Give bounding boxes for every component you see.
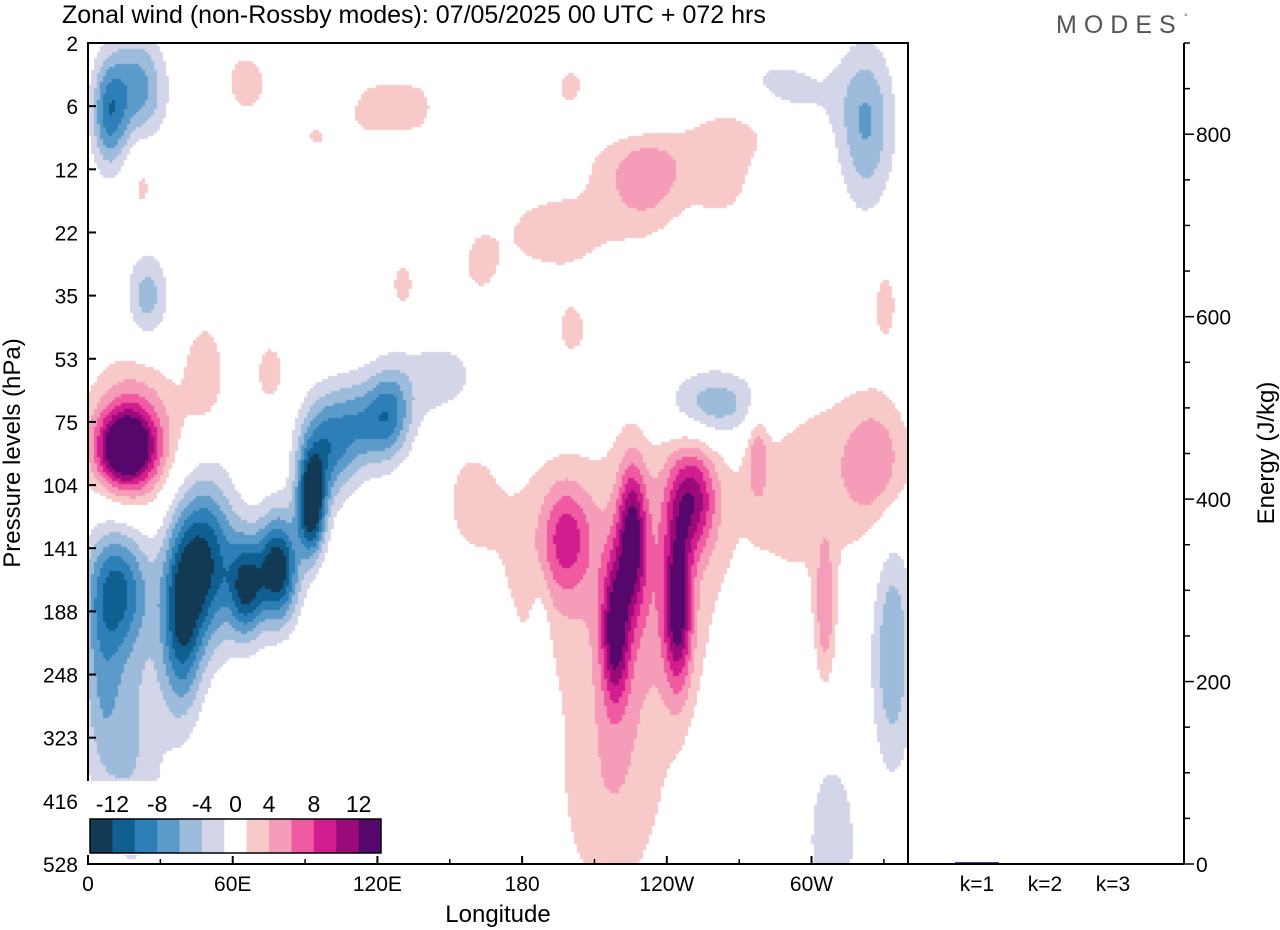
colorbar-label: -12 — [96, 791, 129, 817]
brand-mark: ° — [1184, 12, 1188, 22]
colorbar-swatch — [179, 819, 203, 853]
energy-tick-label: 200 — [1196, 672, 1231, 695]
heatmap-canvas-holder — [88, 43, 908, 864]
brand-logo: MODES — [1056, 11, 1183, 39]
colorbar-swatch — [112, 819, 136, 853]
energy-axis-label: Energy (J/kg) — [1253, 382, 1280, 525]
colorbar-swatch — [134, 819, 158, 853]
colorbar: -12 -8 -4 0 4 8 12 — [86, 781, 385, 855]
x-tick-label: 120E — [353, 873, 402, 896]
energy-category-label: k=2 — [1028, 873, 1062, 896]
energy-tick-label: 600 — [1196, 307, 1231, 330]
x-tick-label: 120W — [639, 873, 694, 896]
colorbar-label: 12 — [346, 791, 372, 817]
colorbar-swatch — [224, 819, 248, 853]
y-tick-label: 35 — [55, 286, 78, 309]
y-tick-label: 188 — [43, 601, 78, 624]
energy-tick-label: 400 — [1196, 489, 1231, 512]
colorbar-label: 0 — [229, 791, 242, 817]
heatmap-frame — [87, 42, 909, 865]
energy-plot: k=1 k=2 k=3 0 200 400 600 800 Energy (J/kg) — [908, 42, 1280, 896]
energy-bars: k=1 k=2 k=3 — [955, 862, 1135, 896]
colorbar-label: -8 — [147, 791, 167, 817]
y-tick-label: 141 — [43, 538, 78, 561]
colorbar-swatch — [201, 819, 225, 853]
y-tick-label: 248 — [43, 665, 78, 688]
x-tick-label: 180 — [505, 873, 540, 896]
y-tick-label: 6 — [66, 96, 78, 119]
colorbar-swatch — [269, 819, 292, 853]
colorbar-swatch — [291, 819, 315, 853]
y-axis-label: Pressure levels (hPa) — [0, 338, 26, 567]
chart-title: Zonal wind (non-Rossby modes): 07/05/202… — [62, 1, 766, 29]
colorbar-swatch — [358, 819, 382, 853]
colorbar-label: 8 — [307, 791, 320, 817]
x-tick-label: 0 — [82, 873, 94, 896]
x-tick-label: 60E — [214, 873, 251, 896]
y-tick-label: 416 — [43, 791, 78, 814]
energy-axis-ticks: 0 200 400 600 800 — [1184, 42, 1231, 877]
x-tick-label: 60W — [790, 873, 833, 896]
heatmap-plot: 0 60E 120E 180 120W 60W 2 6 12 22 35 53 75 104 141 188… — [0, 33, 909, 928]
x-axis-label: Longitude — [445, 901, 550, 928]
colorbar-swatch — [246, 819, 270, 853]
heatmap-field — [88, 43, 908, 864]
energy-tick-label: 800 — [1196, 124, 1231, 147]
y-tick-label: 75 — [55, 412, 78, 435]
energy-category-label: k=3 — [1096, 873, 1130, 896]
y-tick-label: 323 — [43, 728, 78, 751]
y-axis-ticks: 2 6 12 22 35 53 75 104 141 188 248 323 416 528 — [43, 33, 96, 877]
y-tick-label: 12 — [55, 159, 78, 182]
colorbar-label: -4 — [192, 791, 213, 817]
colorbar-label: 4 — [263, 791, 276, 817]
colorbar-swatch — [157, 819, 181, 853]
colorbar-swatch — [336, 819, 360, 853]
y-tick-label: 528 — [43, 854, 78, 877]
colorbar-swatch — [90, 819, 113, 853]
energy-tick-label: 0 — [1196, 854, 1208, 877]
y-tick-label: 53 — [55, 349, 78, 372]
y-tick-label: 22 — [55, 222, 78, 245]
colorbar-swatch — [313, 819, 337, 853]
colorbar-frame — [89, 818, 382, 854]
y-tick-label: 2 — [66, 33, 78, 56]
y-tick-label: 104 — [43, 475, 78, 498]
energy-category-label: k=1 — [960, 873, 994, 896]
